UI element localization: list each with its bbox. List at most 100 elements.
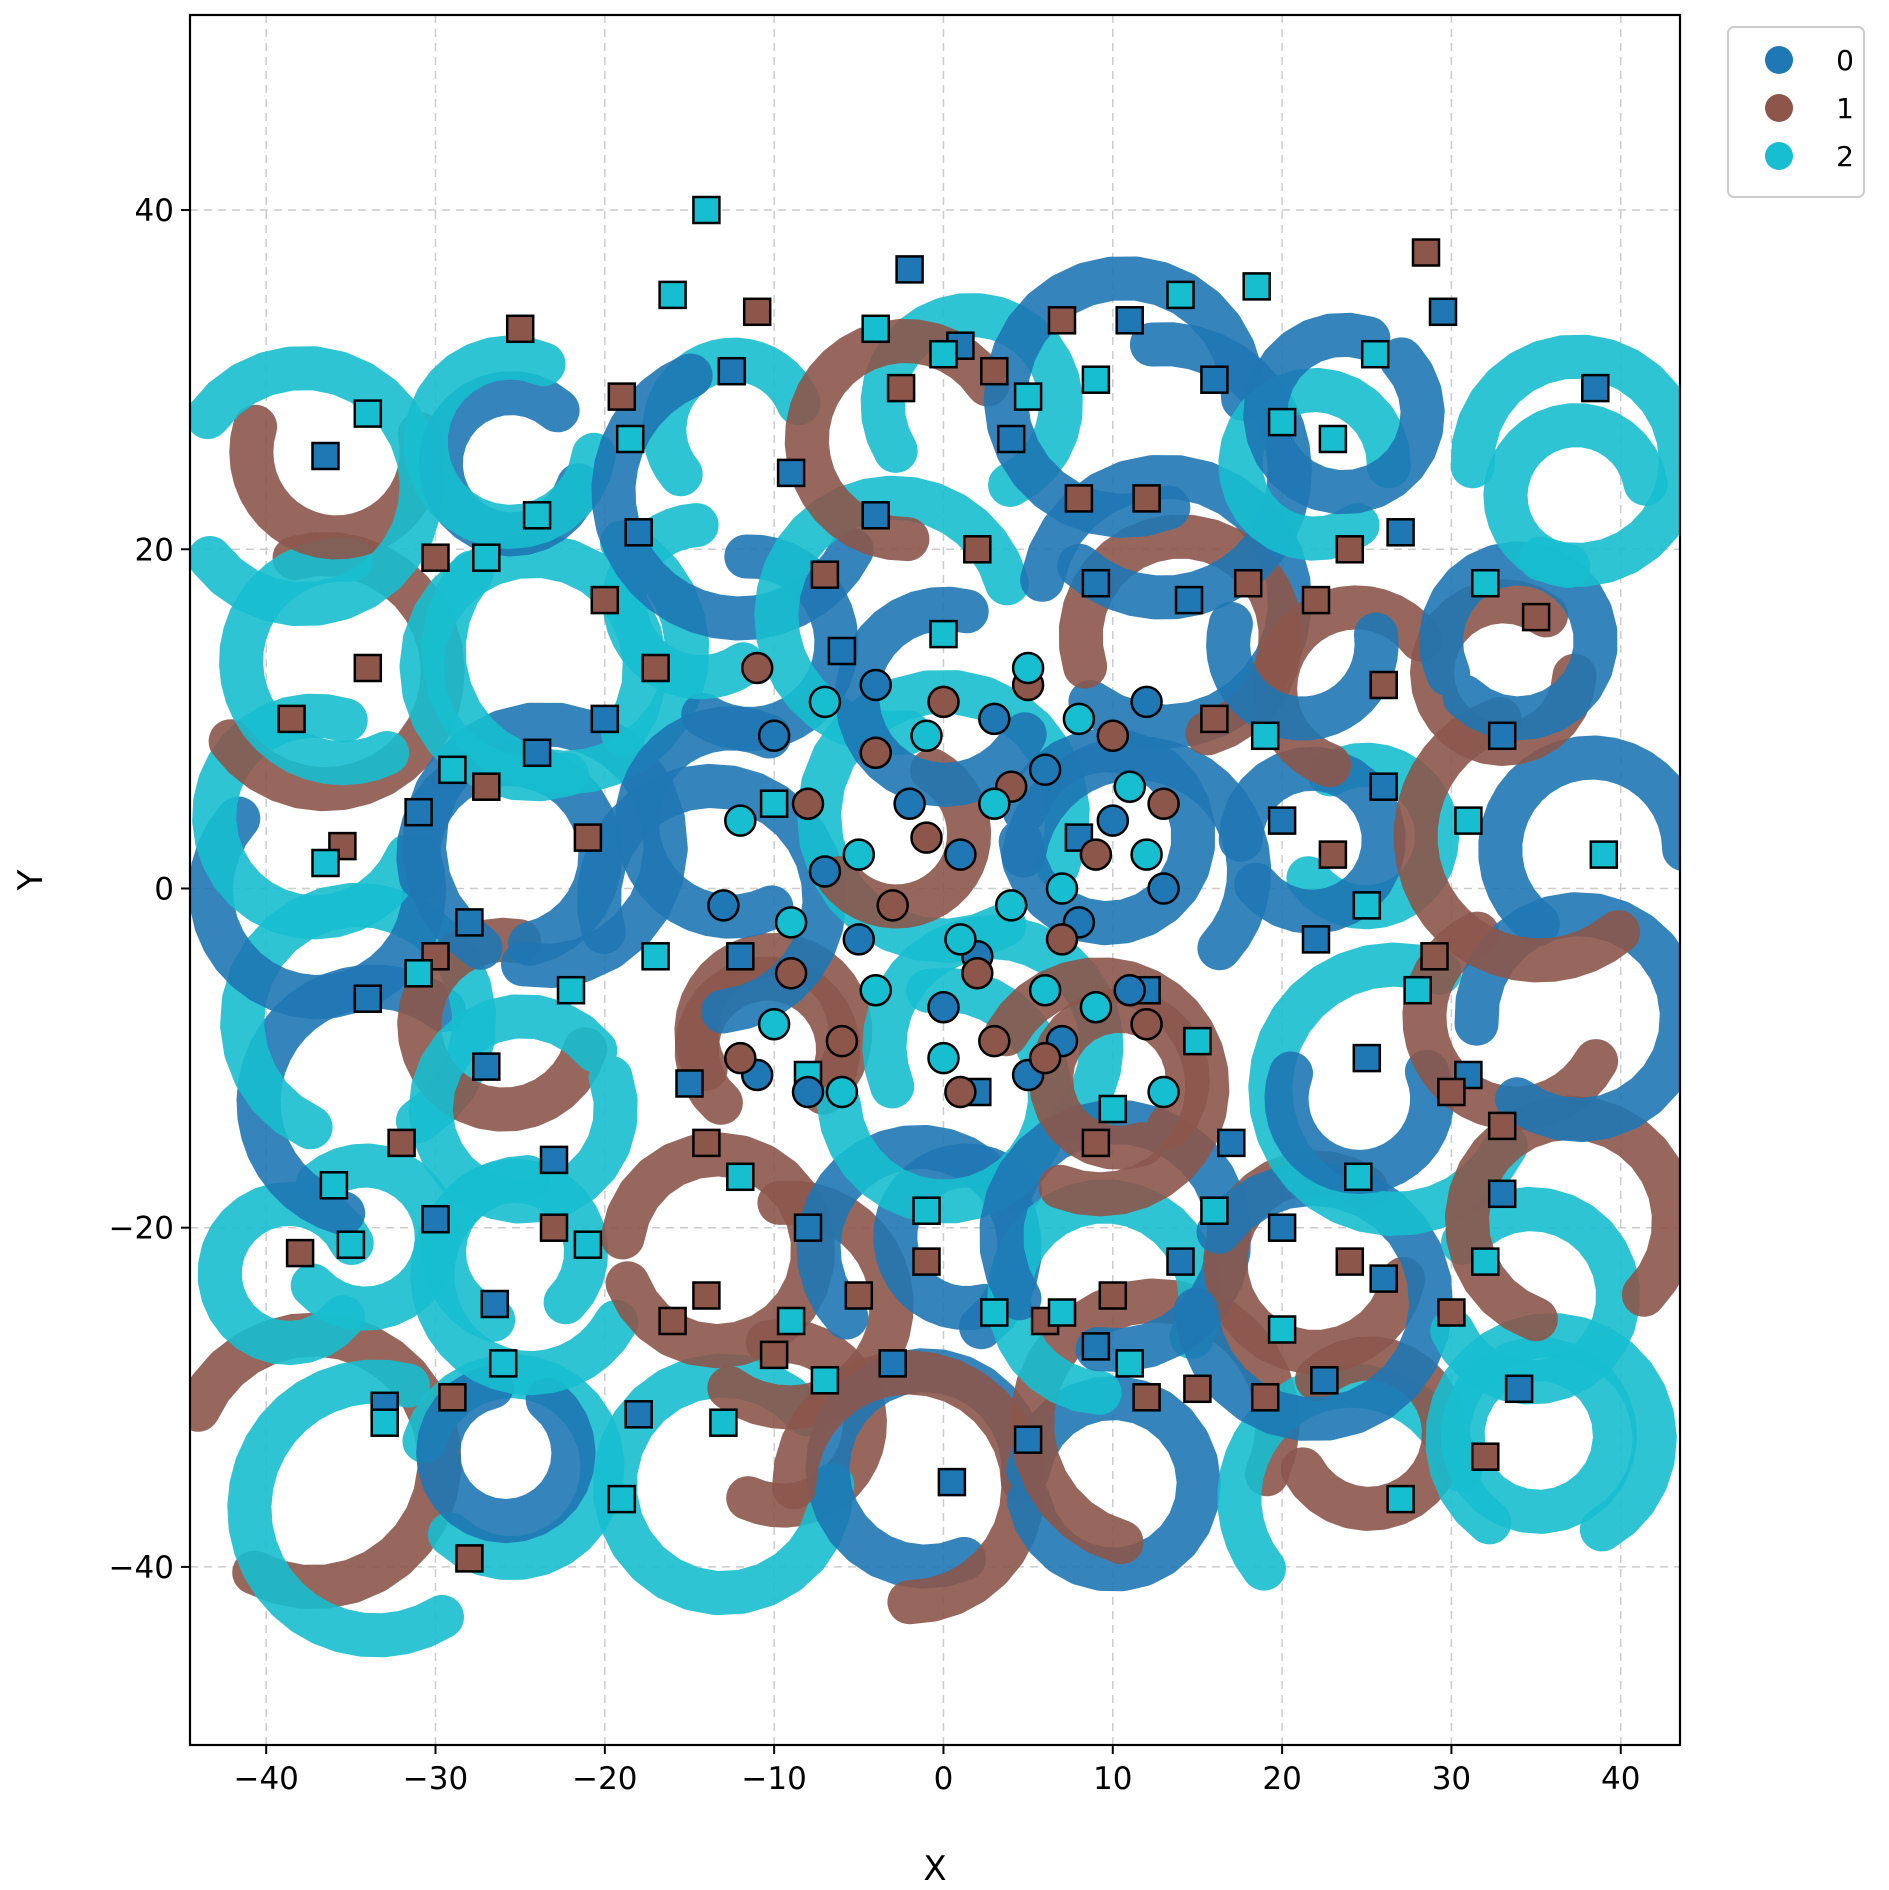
x-tick-label: −30	[403, 1761, 468, 1797]
square-point-series-1	[912, 1247, 941, 1276]
square-point-series-1	[1521, 602, 1551, 632]
square-point-series-0	[878, 1349, 907, 1378]
square-point-series-2	[1081, 365, 1111, 394]
square-point-series-2	[336, 1230, 366, 1259]
trail-spiral	[1010, 1278, 1300, 1565]
square-point-series-2	[1267, 1315, 1297, 1344]
square-point-series-0	[1504, 1374, 1534, 1404]
trail-spiral	[998, 728, 1215, 946]
square-point-series-2	[658, 280, 687, 310]
x-tick-label: 0	[934, 1761, 954, 1797]
circle-point-series-1	[1147, 787, 1180, 820]
square-point-series-2	[1386, 1484, 1415, 1514]
square-point-series-1	[353, 653, 383, 683]
circle-point-series-1	[774, 957, 808, 990]
square-point-series-2	[861, 314, 890, 344]
legend-label-2: 2	[1836, 140, 1854, 173]
square-point-series-2	[726, 1162, 755, 1192]
trail-spiral	[835, 586, 1047, 807]
circle-point-series-0	[1028, 753, 1062, 787]
y-ticks: −40 −20 0 20 40	[109, 193, 190, 1586]
trail-spiral	[1243, 312, 1445, 515]
square-point-series-2	[929, 339, 958, 369]
square-point-series-2	[1454, 806, 1483, 835]
square-point-series-0	[1428, 297, 1458, 327]
y-axis-label: Y	[11, 869, 51, 891]
circle-marker-layer	[707, 651, 1180, 1109]
square-point-series-1	[1233, 568, 1263, 598]
square-point-series-2	[1360, 339, 1390, 369]
circle-point-series-2	[808, 685, 842, 719]
legend-label-1: 1	[1836, 92, 1854, 125]
circle-point-series-0	[859, 668, 892, 702]
square-point-series-2	[1589, 840, 1619, 869]
square-point-series-2	[615, 424, 645, 454]
y-tick-label: −40	[109, 1550, 174, 1586]
square-point-series-1	[1437, 1077, 1466, 1107]
square-point-series-2	[1242, 272, 1271, 301]
square-point-series-1	[844, 1281, 874, 1310]
square-point-series-2	[1047, 1298, 1077, 1327]
trail-spiral	[1478, 735, 1680, 947]
circle-point-series-1	[1045, 923, 1079, 956]
square-point-series-0	[1166, 1247, 1195, 1276]
circle-point-series-2	[842, 838, 876, 871]
square-point-series-0	[1487, 721, 1517, 751]
circle-point-series-0	[842, 923, 876, 956]
circle-point-series-0	[1113, 973, 1146, 1007]
square-point-series-0	[421, 1204, 450, 1234]
square-point-series-1	[1081, 1128, 1111, 1158]
square-point-series-0	[624, 518, 653, 547]
square-point-series-2	[709, 1408, 738, 1437]
legend-marker-2	[1765, 142, 1793, 170]
square-point-series-1	[1183, 1374, 1212, 1404]
square-point-series-1	[590, 585, 620, 615]
circle-point-series-1	[944, 1075, 977, 1109]
trail-spiral	[219, 537, 410, 786]
square-point-series-0	[1115, 306, 1144, 335]
trail-spiral	[404, 335, 616, 549]
square-point-series-2	[438, 755, 467, 785]
x-tick-label: −10	[741, 1761, 806, 1797]
trail-spiral	[1028, 988, 1210, 1170]
trail-layer	[190, 256, 1680, 1658]
trail-spiral	[772, 1350, 1046, 1625]
square-point-series-1	[886, 373, 916, 403]
square-point-series-1	[472, 772, 501, 801]
trail-spiral	[1206, 601, 1399, 741]
square-point-series-2	[1344, 1162, 1373, 1192]
circle-point-series-0	[1130, 685, 1163, 719]
square-point-series-1	[573, 823, 603, 852]
square-point-series-2	[1013, 382, 1043, 411]
square-point-series-2	[1471, 568, 1500, 598]
circle-point-series-1	[740, 651, 774, 685]
square-point-series-1	[692, 1281, 721, 1310]
x-tick-label: −20	[572, 1761, 637, 1797]
circle-point-series-2	[1011, 651, 1045, 685]
square-point-series-1	[607, 382, 637, 411]
square-point-series-0	[1174, 585, 1204, 615]
trail-spiral	[1218, 746, 1406, 934]
square-point-series-0	[539, 1145, 569, 1175]
square-point-series-1	[1132, 484, 1161, 513]
circle-point-series-2	[724, 804, 757, 837]
square-point-series-0	[675, 1069, 704, 1098]
square-point-series-0	[472, 1052, 501, 1081]
square-point-series-1	[438, 1383, 467, 1412]
square-point-series-1	[1132, 1383, 1161, 1412]
square-point-series-0	[1217, 1128, 1246, 1158]
square-point-series-0	[726, 942, 755, 971]
circle-point-series-1	[961, 957, 994, 990]
circle-point-series-1	[791, 787, 825, 820]
x-tick-label: 30	[1432, 1761, 1471, 1797]
square-point-series-1	[1318, 840, 1348, 869]
square-point-series-0	[1581, 373, 1610, 403]
square-point-series-2	[1318, 424, 1348, 454]
x-tick-label: 40	[1601, 1761, 1640, 1797]
square-point-series-2	[1471, 1247, 1500, 1276]
circle-point-series-1	[1130, 1007, 1163, 1041]
square-point-series-1	[505, 314, 535, 344]
circle-point-series-2	[1130, 838, 1163, 871]
circle-point-series-2	[774, 906, 808, 939]
